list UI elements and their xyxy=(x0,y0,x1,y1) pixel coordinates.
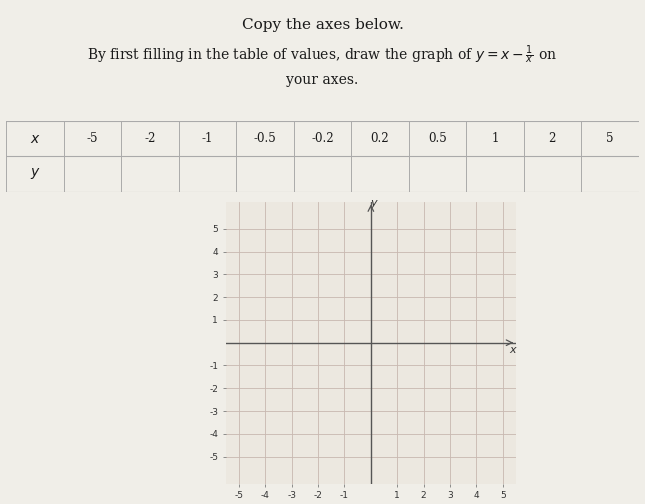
Text: your axes.: your axes. xyxy=(286,73,359,87)
Text: $y$: $y$ xyxy=(30,166,41,181)
Text: -0.5: -0.5 xyxy=(253,132,277,145)
Text: 1: 1 xyxy=(491,132,499,145)
Text: 0.2: 0.2 xyxy=(371,132,390,145)
Text: -1: -1 xyxy=(202,132,213,145)
Text: $y$: $y$ xyxy=(370,198,379,210)
Text: 2: 2 xyxy=(549,132,556,145)
Text: By first filling in the table of values, draw the graph of $y = x - \frac{1}{x}$: By first filling in the table of values,… xyxy=(88,43,557,66)
Text: Copy the axes below.: Copy the axes below. xyxy=(242,18,403,32)
Text: -2: -2 xyxy=(144,132,156,145)
Text: $x$: $x$ xyxy=(30,132,41,146)
Text: 0.5: 0.5 xyxy=(428,132,447,145)
Text: -5: -5 xyxy=(87,132,99,145)
Text: -0.2: -0.2 xyxy=(311,132,334,145)
Text: $x$: $x$ xyxy=(509,345,518,355)
Text: 5: 5 xyxy=(606,132,613,145)
